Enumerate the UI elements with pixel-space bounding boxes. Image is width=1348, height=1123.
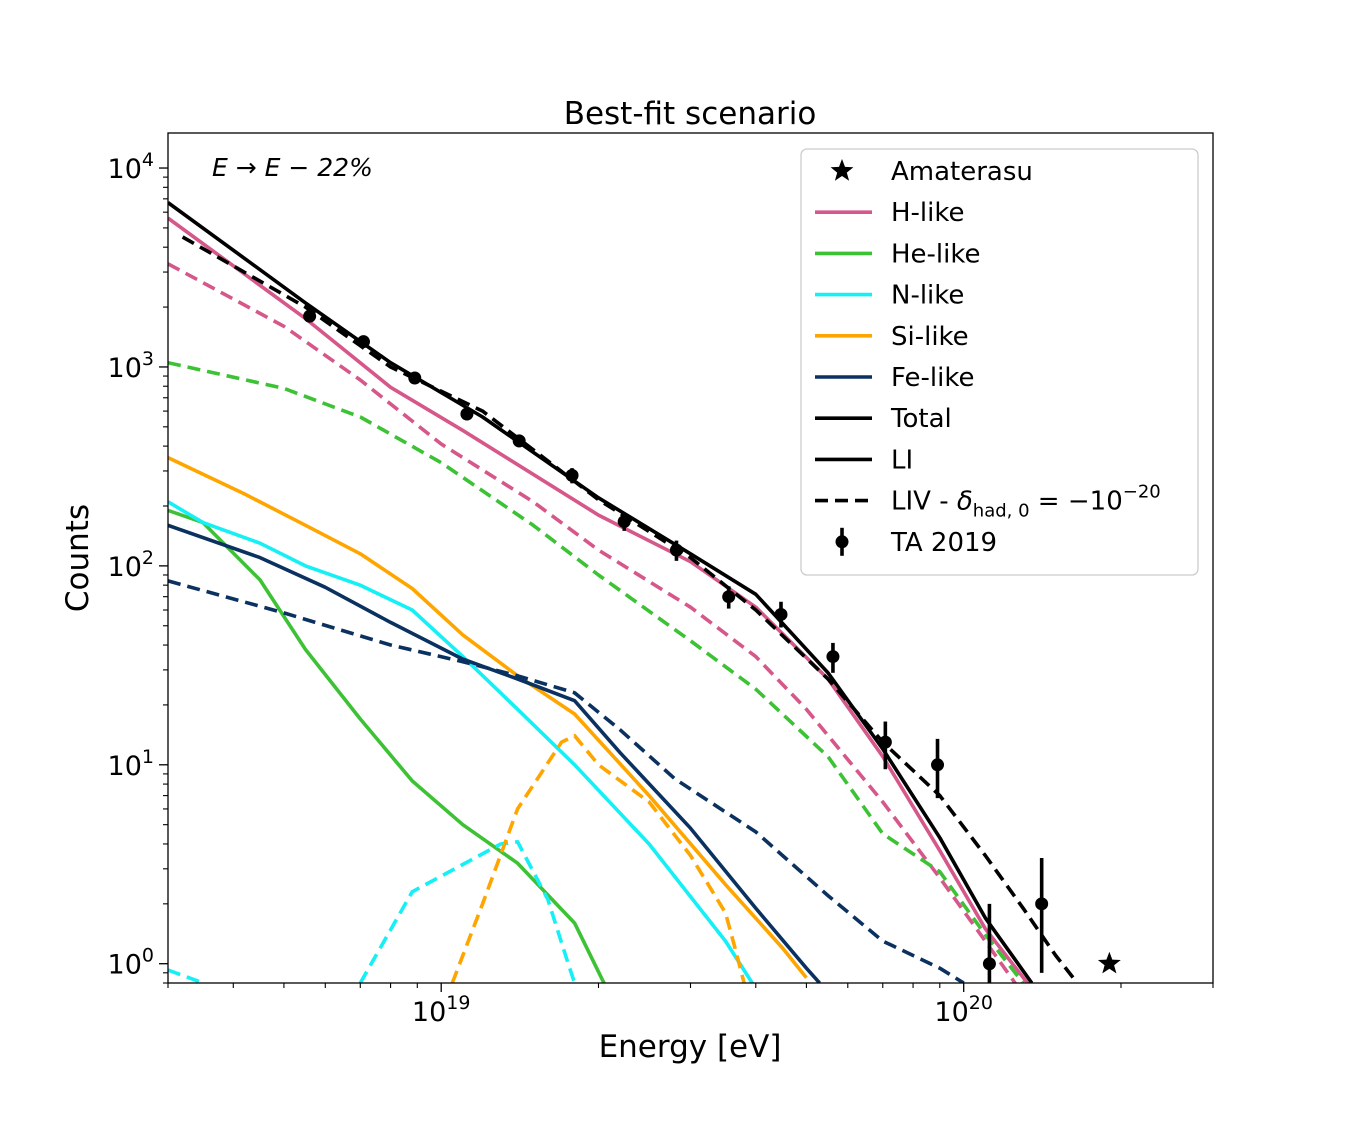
series-layer [168,201,1079,983]
y-tick-label-0: 100 [108,945,154,981]
legend-star-icon [830,159,854,181]
legend-label-8: LIV - δhad, 0 = −10−20 [891,482,1161,522]
legend-label-7: LI [891,445,913,475]
series-liv-had-0-10-20-line-12 [181,235,1079,983]
legend-label-6: Total [890,404,952,434]
ta2019-point-11 [878,735,892,749]
series-he-like-line-3 [168,508,606,983]
data-points-layer [303,309,1121,983]
legend-label-2: He-like [891,239,981,269]
y-tick-label-2: 102 [108,547,154,583]
y-tick-label-3: 103 [108,348,154,384]
legend-label-1: H-like [891,198,965,228]
ta2019-point-13 [982,957,996,971]
ta2019-point-10 [826,650,840,664]
legend-item-total: Total [815,404,952,434]
chart-title: Best-fit scenario [564,96,817,132]
legend-label-3: N-like [891,281,964,311]
series-fe-like-liv-line-11 [168,579,965,983]
series-he-like-liv-line-4 [168,360,1025,983]
ta2019-point-9 [774,607,788,621]
ta2019-point-0 [303,309,317,323]
series-total-line-0 [168,201,1034,983]
legend: Amaterasu H-like He-like N-like Si-like Fe-li… [800,148,1199,576]
legend-item-si-like: Si-like [815,322,969,352]
x-tick-label-0: 1019 [412,992,471,1028]
legend-item-n-like: N-like [815,281,964,311]
ta2019-point-14 [1035,897,1049,911]
legend-item-amaterasu: Amaterasu [830,157,1033,187]
amaterasu-star-marker [1097,951,1121,974]
y-tick-label-4: 104 [108,149,154,185]
y-tick-label-1: 101 [108,746,154,782]
legend-label-9: TA 2019 [890,528,997,558]
legend-label-0: Amaterasu [891,157,1033,187]
legend-label-5: Fe-like [891,363,974,393]
ta2019-point-5 [565,468,579,482]
legend-item-ta-2019: TA 2019 [835,527,997,558]
x-tick-label-1: 1020 [934,992,993,1028]
legend-item-li: LI [815,445,913,475]
ta2019-point-7 [669,543,683,557]
annotation-energy-shift: E → E − 22% [212,153,373,182]
ta2019-point-8 [722,590,736,604]
series-h-like-liv-line-2 [168,262,1018,983]
legend-item-h-like: H-like [815,198,965,228]
ta2019-point-4 [512,434,526,448]
series-n-like-line-5 [168,500,755,983]
series-si-like-line-8 [168,455,808,979]
series-n-like-liv-line-7 [358,839,577,983]
series-n-like-liv-line-6 [168,968,204,983]
legend-point-icon [835,535,849,549]
series-fe-like-line-10 [168,523,821,983]
x-axis-label: Energy [eV] [599,1029,782,1065]
legend-item-fe-like: Fe-like [815,363,974,393]
ta2019-point-1 [356,335,370,349]
ta2019-point-6 [617,515,631,529]
ta2019-point-12 [931,758,945,772]
y-axis-label: Counts [60,504,96,612]
legend-item-liv-had-0-10-20: LIV - δhad, 0 = −10−20 [815,482,1161,522]
legend-box [800,148,1199,576]
series-si-like-liv-line-9 [450,733,746,983]
ta2019-point-3 [460,407,474,421]
ticks-layer: 1019 1020 100 101 102 103 104 [108,149,1214,1028]
ta2019-point-2 [408,371,422,385]
legend-label-4: Si-like [891,322,969,352]
legend-item-he-like: He-like [815,239,981,269]
